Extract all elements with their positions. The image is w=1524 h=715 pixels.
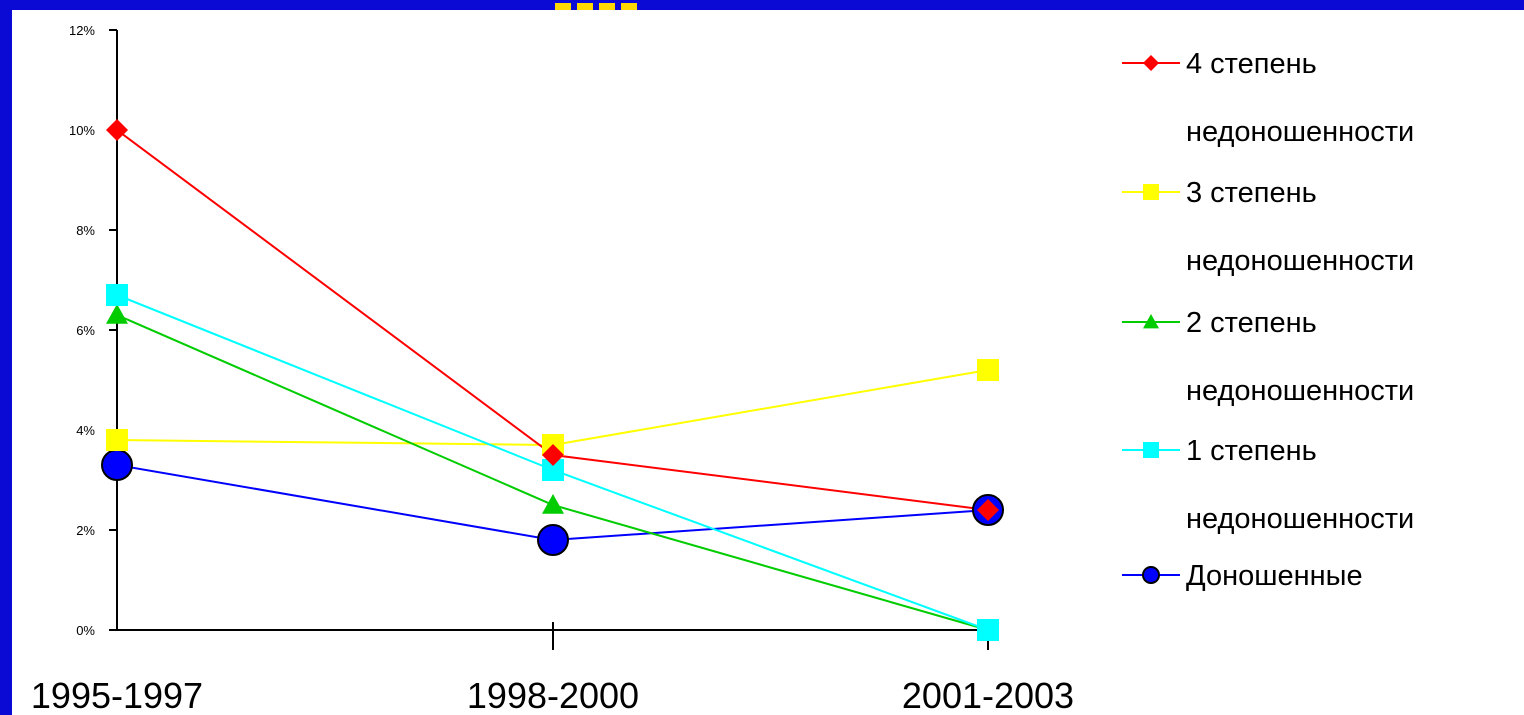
legend-label: недоношенности xyxy=(1186,116,1414,148)
data-point-marker xyxy=(106,119,128,141)
data-point-marker xyxy=(542,444,564,466)
legend: 4 степень недоношенности 3 степень недоноше… xyxy=(1122,48,1414,592)
x-category-label: 1995-1997 xyxy=(31,675,203,715)
y-tick-label: 4% xyxy=(76,423,95,438)
legend-label: недоношенности xyxy=(1186,503,1414,535)
data-point-marker xyxy=(106,304,128,324)
y-tick-label: 12% xyxy=(69,23,95,38)
legend-marker xyxy=(1142,566,1160,584)
legend-label: 3 степень xyxy=(1186,177,1317,209)
legend-label: Доношенные xyxy=(1186,560,1363,592)
data-point-marker xyxy=(106,429,128,451)
title-fragment xyxy=(555,0,675,10)
series-line xyxy=(116,369,989,447)
legend-marker xyxy=(1143,55,1159,71)
y-tick-label: 8% xyxy=(76,223,95,238)
data-point-marker xyxy=(106,284,128,306)
data-point-marker xyxy=(542,494,564,514)
y-tick-label: 0% xyxy=(76,623,95,638)
data-point-marker xyxy=(977,499,999,521)
legend-label: 2 степень xyxy=(1186,307,1317,339)
legend-label: 4 степень xyxy=(1186,48,1317,80)
legend-label: недоношенности xyxy=(1186,375,1414,407)
y-tick-label: 6% xyxy=(76,323,95,338)
legend-marker xyxy=(1143,184,1159,200)
legend-marker xyxy=(1143,442,1159,458)
y-tick-label: 2% xyxy=(76,523,95,538)
data-point-marker xyxy=(101,449,133,481)
y-tick-label: 10% xyxy=(69,123,95,138)
legend-label: 1 степень xyxy=(1186,435,1317,467)
data-point-marker xyxy=(542,459,564,481)
legend-marker xyxy=(1143,314,1159,329)
chart-panel xyxy=(12,10,1524,715)
x-category-label: 1998-2000 xyxy=(467,675,639,715)
y-axis-ticks: 0% 2% 4% 6% 8% 10% 12% xyxy=(69,23,117,638)
data-point-marker xyxy=(977,359,999,381)
data-point-marker xyxy=(537,524,569,556)
legend-label: недоношенности xyxy=(1186,245,1414,277)
x-axis-labels: 1995-1997 1998-2000 2001-2003 xyxy=(31,622,1074,715)
data-point-marker xyxy=(977,619,999,641)
series-markers xyxy=(101,119,1004,641)
x-category-label: 2001-2003 xyxy=(902,675,1074,715)
